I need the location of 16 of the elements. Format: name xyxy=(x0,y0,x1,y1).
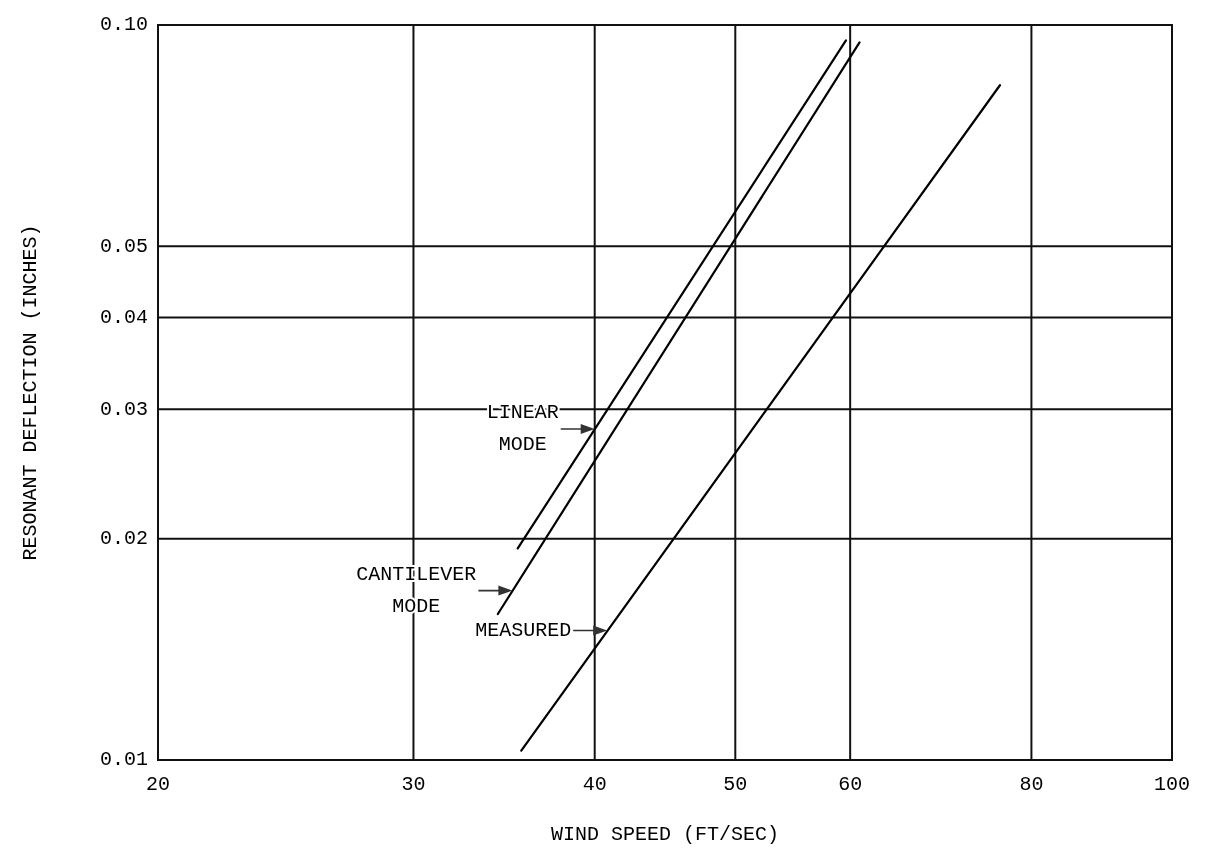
y-tick-label: 0.02 xyxy=(99,527,148,551)
y-tick-label: 0.03 xyxy=(99,397,148,421)
y-axis-title: RESONANT DEFLECTION (INCHES) xyxy=(19,224,42,561)
x-tick-label: 50 xyxy=(723,773,748,796)
y-tick-label: 0.05 xyxy=(99,234,148,258)
x-tick-label: 60 xyxy=(838,773,863,796)
x-tick-label: 80 xyxy=(1019,773,1044,796)
x-tick-label: 30 xyxy=(401,773,426,796)
x-tick-label: 20 xyxy=(145,773,171,796)
y-tick-label: 0.01 xyxy=(99,748,148,772)
y-tick-label: 0.04 xyxy=(99,305,148,329)
x-axis-title: WIND SPEED (FT/SEC) xyxy=(550,823,780,846)
x-tick-label: 100 xyxy=(1153,773,1191,796)
x-tick-label: 40 xyxy=(582,773,607,796)
y-tick-label: 0.10 xyxy=(99,13,148,37)
annotation: MEASURED xyxy=(475,618,572,642)
